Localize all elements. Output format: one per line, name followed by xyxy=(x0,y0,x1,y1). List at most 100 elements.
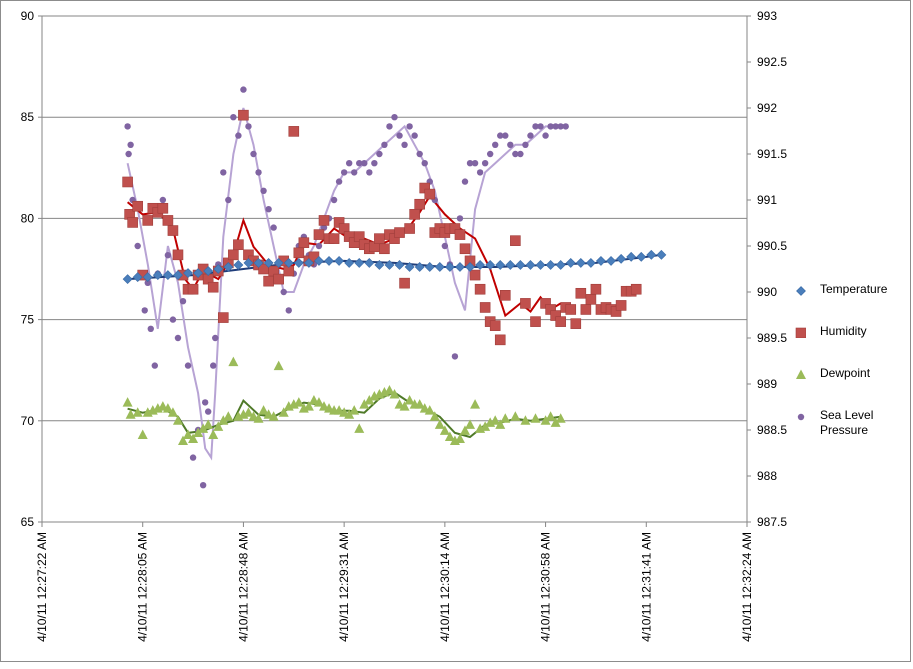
left-tick-label: 85 xyxy=(21,110,35,124)
sea-level-pressure-point xyxy=(517,150,524,158)
dewpoint-point xyxy=(167,407,178,417)
sea-level-pressure-point xyxy=(125,150,132,158)
x-tick-label: 4/10/11 12:30:58 AM xyxy=(539,532,553,642)
humidity-point xyxy=(459,243,471,255)
dewpoint-point xyxy=(188,433,199,444)
dewpoint-point xyxy=(444,431,455,441)
sea-level-pressure-point xyxy=(340,169,348,176)
dewpoint-point xyxy=(460,425,470,435)
sea-level-pressure-point xyxy=(315,242,323,250)
x-tick-label: 4/10/11 12:28:05 AM xyxy=(136,532,150,642)
sea-level-pressure-point xyxy=(260,187,267,194)
sea-level-pressure-point xyxy=(164,252,172,259)
legend-marker-temperature xyxy=(796,286,806,296)
dewpoint-point xyxy=(550,417,561,427)
temperature-point xyxy=(183,268,193,278)
left-tick-label: 70 xyxy=(21,414,35,428)
humidity-point xyxy=(469,269,481,281)
legend-item-humidity: Humidity xyxy=(790,322,908,364)
sea-level-pressure-point xyxy=(127,141,134,148)
humidity-point xyxy=(142,215,154,226)
right-tick-label: 988.5 xyxy=(757,423,787,437)
dewpoint-point xyxy=(439,425,450,435)
sea-level-pressure-point xyxy=(169,316,177,323)
left-tick-label: 90 xyxy=(21,9,35,23)
dewpoint-point xyxy=(349,405,360,415)
sea-level-pressure-point xyxy=(386,123,393,130)
left-axis-ticks: 65 70 75 80 85 90 xyxy=(21,9,42,529)
sea-level-pressure-point xyxy=(456,215,464,222)
dewpoint-point xyxy=(273,360,284,371)
sea-level-pressure-point xyxy=(461,178,469,185)
x-axis-ticks: 4/10/11 12:27:22 AM 4/10/11 12:28:05 AM 4/… xyxy=(35,522,754,642)
temperature-point xyxy=(585,258,596,268)
legend-label: Sea Level Pressure xyxy=(820,408,874,437)
temperature-point xyxy=(505,260,516,270)
sea-level-pressure-point xyxy=(557,123,564,130)
dewpoint-point xyxy=(178,435,188,446)
temperature-point xyxy=(354,258,365,268)
legend-marker-humidity xyxy=(795,327,806,338)
humidity-point xyxy=(127,217,138,228)
temperature-point xyxy=(535,260,546,270)
sea-level-pressure-point xyxy=(144,279,151,286)
humidity-point xyxy=(494,334,506,346)
legend-marker-shape xyxy=(797,413,805,421)
dewpoint-point xyxy=(429,411,440,421)
sea-level-pressure-point xyxy=(552,123,559,130)
right-tick-label: 989 xyxy=(757,377,777,391)
temperature-point xyxy=(233,260,244,270)
sea-level-pressure-point xyxy=(471,160,479,167)
left-tick-label: 65 xyxy=(21,515,35,529)
dewpoint-point xyxy=(293,397,304,407)
sea-level-pressure-point xyxy=(497,132,504,139)
sea-level-pressure-point xyxy=(204,408,212,415)
dewpoint-point xyxy=(495,419,506,429)
dewpoint-point xyxy=(389,388,400,399)
temperature-point xyxy=(152,270,163,280)
sea-level-pressure-point xyxy=(147,325,154,332)
dewpoint-point xyxy=(540,415,551,425)
humidity-point xyxy=(499,290,511,301)
sea-level-pressure-point xyxy=(502,132,509,139)
temperature-point xyxy=(213,264,224,274)
humidity-point xyxy=(172,249,184,261)
x-tick-label: 4/10/11 12:32:24 AM xyxy=(740,532,754,642)
temperature-point xyxy=(616,253,627,264)
sea-level-pressure-point xyxy=(159,196,167,204)
sea-level-pressure-point xyxy=(406,123,413,130)
humidity-point xyxy=(454,229,466,240)
sea-level-pressure-point xyxy=(245,123,252,130)
legend-label: Temperature xyxy=(820,282,888,296)
sea-level-pressure-point xyxy=(285,307,292,314)
legend: Temperature Humidity Dewpoint Sea Level Pre… xyxy=(790,280,908,448)
humidity-point xyxy=(187,283,199,295)
dewpoint-point xyxy=(313,397,324,407)
sea-level-pressure-point xyxy=(212,334,219,342)
temperature-point xyxy=(545,260,556,270)
humidity-point xyxy=(328,233,340,244)
humidity-point xyxy=(570,318,582,329)
sea-level-pressure-point xyxy=(401,141,408,148)
sea-level-pressure-point xyxy=(174,334,182,342)
humidity-point xyxy=(530,316,541,327)
humidity-point xyxy=(379,243,390,255)
humidity-point xyxy=(273,273,284,285)
temperature-point xyxy=(414,262,425,272)
temperature-point xyxy=(263,258,274,268)
temperature-point xyxy=(203,266,214,276)
dewpoint-point xyxy=(223,411,234,421)
dewpoint-point xyxy=(364,395,375,405)
temperature-point xyxy=(656,249,667,260)
sea-level-pressure-point xyxy=(201,399,209,406)
sea-level-pressure-point xyxy=(421,160,428,167)
temperature-point xyxy=(575,258,586,268)
sea-level-pressure-point xyxy=(512,150,519,158)
dewpoint-point xyxy=(530,413,541,423)
dewpoint-point xyxy=(465,419,476,429)
sea-level-pressure-point xyxy=(507,141,514,148)
temperature-point xyxy=(314,255,324,266)
sea-level-pressure-point xyxy=(381,141,388,148)
humidity-point xyxy=(157,202,169,214)
